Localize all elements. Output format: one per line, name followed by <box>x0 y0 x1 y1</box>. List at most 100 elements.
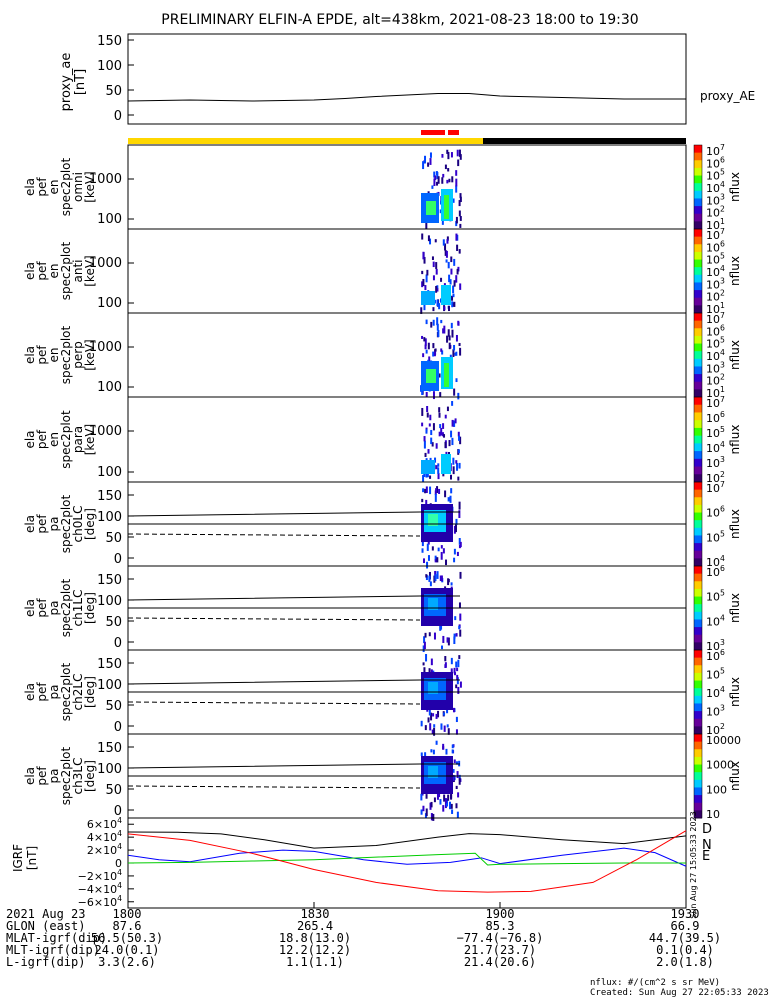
data-cell <box>422 251 425 260</box>
data-cell <box>450 152 453 158</box>
data-cell <box>436 323 439 331</box>
y-tick-label: 1000 <box>89 424 122 439</box>
data-cell <box>445 250 448 258</box>
data-cell <box>442 239 445 246</box>
alc-line <box>127 617 421 621</box>
data-cell <box>458 435 461 441</box>
data-cell <box>435 443 438 449</box>
data-cell <box>452 457 455 465</box>
y-axis-label: [keV] <box>83 171 97 202</box>
data-cell <box>438 488 441 494</box>
colorbar-cell <box>694 520 702 529</box>
orbit-table: 2021 Aug 23 1800 1830 1900 1930 GLON (ea… <box>0 908 775 1000</box>
y-tick-label: 100 <box>97 594 122 609</box>
data-cell <box>445 259 448 263</box>
colorbar-label: nflux <box>728 677 742 707</box>
data-cell <box>442 328 445 334</box>
y-axis-label: spec2plot <box>59 494 73 553</box>
cell: −77.4(−76.8) <box>456 931 544 945</box>
spectrogram-data <box>421 149 462 230</box>
colorbar-cell <box>694 213 702 222</box>
colorbar-cell <box>694 335 702 345</box>
data-cell <box>428 423 431 427</box>
data-cell <box>457 159 460 167</box>
data-cell <box>432 423 435 431</box>
data-cell <box>436 288 439 292</box>
data-cell <box>456 463 459 471</box>
data-cell <box>446 236 449 241</box>
y-axis-label: ch1LC <box>71 590 85 627</box>
panel-frame <box>127 228 687 314</box>
y-axis-label: ela <box>23 346 37 364</box>
data-cell <box>452 349 455 357</box>
colorbar-cell <box>694 404 702 413</box>
data-cell <box>436 181 439 186</box>
data-cell <box>453 420 456 427</box>
data-cell <box>448 274 451 283</box>
data-cell <box>452 293 455 298</box>
data-cell <box>455 661 458 668</box>
y-axis-label: ela <box>23 515 37 533</box>
igrf-line <box>127 831 687 849</box>
colorbar-cell <box>694 343 702 352</box>
colorbar-cell <box>694 160 702 169</box>
data-cell <box>421 422 424 427</box>
data-cell <box>452 198 455 203</box>
data-cell <box>455 716 458 723</box>
y-tick-label: 2×104 <box>87 842 122 857</box>
data-cell <box>456 551 459 557</box>
data-cell <box>427 540 430 545</box>
data-cell <box>458 538 461 545</box>
data-cell <box>420 809 423 815</box>
data-cell <box>451 329 454 338</box>
data-cell <box>453 280 456 287</box>
y-axis-label: pef <box>35 429 49 449</box>
data-cell <box>455 233 458 241</box>
colorbar <box>694 566 702 651</box>
colorbar-cell <box>694 535 702 544</box>
data-cell <box>459 193 462 198</box>
colorbar-cell <box>694 145 702 154</box>
data-cell <box>424 488 427 494</box>
y-axis-label: ela <box>23 430 37 448</box>
colorbar-cell <box>694 627 702 636</box>
data-cell <box>450 582 453 586</box>
colorbar-cell <box>694 427 702 437</box>
data-cell <box>440 277 443 282</box>
y-tick-label: 0 <box>114 804 122 819</box>
data-cell <box>451 437 454 446</box>
data-cell <box>444 164 447 170</box>
colorbar-cell <box>694 588 702 598</box>
data-cell <box>442 635 445 643</box>
colorbar-tick-label: 107 <box>706 395 725 410</box>
data-cell <box>439 392 442 397</box>
data-cell <box>443 306 446 311</box>
data-cell <box>457 431 460 437</box>
data-cell <box>437 463 440 467</box>
data-cell <box>457 686 460 694</box>
y-tick-label: 100 <box>97 762 122 777</box>
data-cell <box>429 723 432 731</box>
y-axis-label: pa <box>47 517 61 532</box>
colorbar-cell <box>694 527 702 536</box>
data-cell <box>434 348 437 352</box>
colorbar-cell <box>694 320 702 329</box>
data-cell <box>457 476 460 481</box>
data-cell <box>450 657 453 665</box>
y-axis-label: pa <box>47 601 61 616</box>
data-cell <box>429 457 432 462</box>
colorbar-cell <box>694 305 702 314</box>
colorbar-cell <box>694 183 702 192</box>
y-axis-label: [keV] <box>83 255 97 286</box>
data-cell <box>453 557 456 563</box>
colorbar-label: nflux <box>728 761 742 791</box>
data-cell <box>425 274 428 283</box>
figure-title: PRELIMINARY ELFIN-A EPDE, alt=438km, 202… <box>161 12 638 28</box>
data-cell <box>442 173 445 178</box>
data-cell <box>428 632 431 637</box>
data-cell <box>431 185 434 189</box>
data-cell <box>453 344 456 351</box>
data-cell <box>424 752 427 757</box>
data-cell <box>450 668 453 673</box>
y-tick-label: 50 <box>105 783 122 798</box>
